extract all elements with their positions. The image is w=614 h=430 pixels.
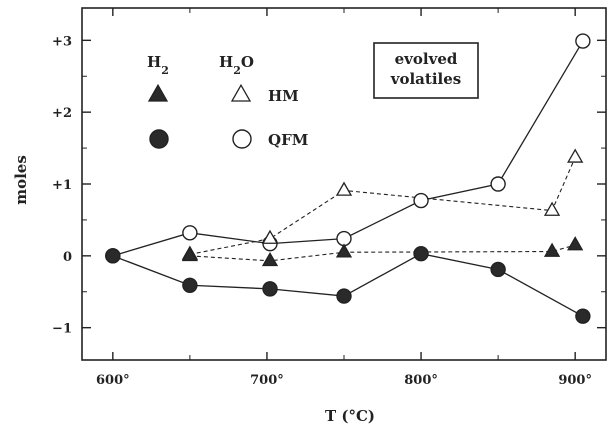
data-point-qfm-h2 — [413, 245, 429, 262]
legend-header-h2: H2 — [147, 53, 169, 77]
y-tick-label: +1 — [52, 178, 72, 193]
y-axis-label: moles — [12, 155, 30, 205]
annotation-text: evolved — [395, 50, 458, 68]
y-tick-label: +2 — [52, 106, 72, 121]
y-tick-label: 0 — [63, 250, 72, 265]
x-tick-label: 600° — [96, 373, 130, 388]
origin-point-center — [109, 252, 116, 259]
legend-hm-h2o-marker — [230, 83, 252, 102]
data-point-qfm-h2 — [490, 261, 506, 278]
data-point-hm-h2 — [261, 251, 279, 267]
data-point-qfm-h2o — [575, 33, 591, 49]
x-tick-label: 700° — [250, 373, 284, 388]
data-point-qfm-h2o — [413, 192, 429, 209]
legend-qfm-h2-marker — [149, 129, 169, 149]
series-line-hm-h2 — [189, 244, 576, 262]
data-point-hm-h2 — [181, 246, 199, 262]
series-line-qfm-h2o — [112, 40, 584, 257]
legend-label-hm: HM — [268, 87, 299, 105]
data-point-qfm-h2 — [262, 281, 278, 297]
legend-qfm-h2o-marker — [232, 129, 252, 149]
data-point-hm-h2 — [543, 242, 561, 257]
data-point-qfm-h2 — [336, 288, 352, 304]
legend-header-h2o: H2O — [219, 53, 254, 77]
data-point-hm-h2 — [567, 236, 584, 251]
data-point-hm-h2 — [335, 243, 353, 258]
data-point-qfm-h2 — [575, 308, 591, 324]
y-tick-label: −1 — [52, 322, 72, 337]
annotation-box — [373, 42, 479, 99]
legend-hm-h2-marker — [147, 83, 169, 102]
legend-label-qfm: QFM — [268, 131, 308, 149]
annotation-text: volatiles — [390, 70, 461, 88]
x-tick-label: 800° — [404, 373, 438, 388]
data-point-hm-h2o — [567, 148, 584, 163]
series-line-hm-h2o — [189, 157, 576, 255]
data-point-qfm-h2 — [182, 277, 198, 293]
y-tick-label: +3 — [52, 34, 72, 49]
data-point-hm-h2o — [543, 201, 561, 216]
x-axis-label: T (°C) — [325, 407, 375, 425]
data-point-hm-h2o — [261, 229, 279, 244]
data-point-hm-h2o — [335, 181, 353, 196]
data-point-qfm-h2o — [490, 176, 506, 192]
data-point-qfm-h2o — [182, 225, 198, 241]
x-tick-label: 900° — [558, 373, 592, 388]
